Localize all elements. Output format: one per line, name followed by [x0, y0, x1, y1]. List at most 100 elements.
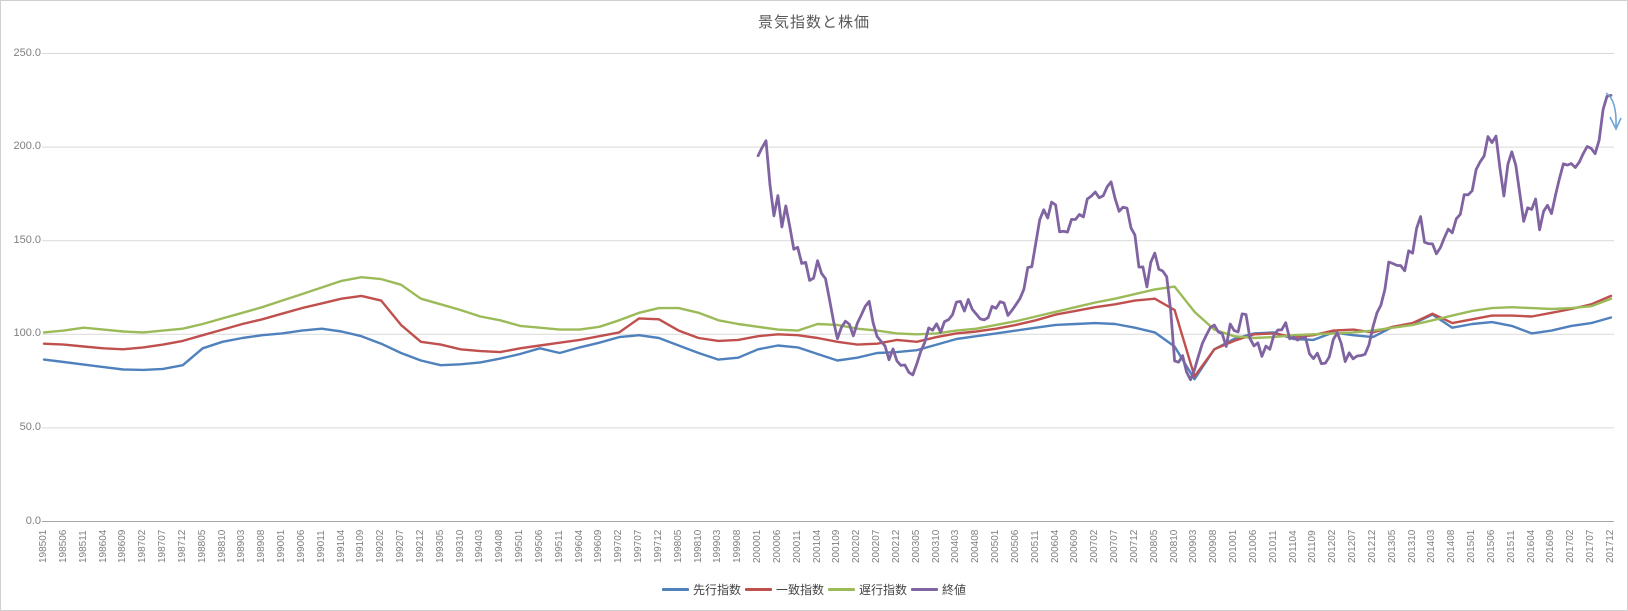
x-axis-tick-label: 201403 — [1426, 529, 1438, 563]
x-axis-tick-label: 201109 — [1307, 530, 1319, 563]
x-axis-tick-label: 199408 — [494, 529, 506, 563]
legend-item-closing-price: 終値 — [911, 581, 966, 598]
x-axis-tick-label: 199305 — [434, 529, 446, 563]
x-axis-tick-label: 199810 — [692, 529, 704, 563]
x-axis-tick-label: 198604 — [97, 529, 109, 563]
x-axis-tick-label: 200506 — [1009, 529, 1021, 563]
down-arrow-annotation — [1605, 92, 1617, 128]
x-axis-tick-label: 201202 — [1327, 529, 1339, 563]
x-axis-tick-label: 201604 — [1525, 529, 1537, 563]
x-axis-tick-label: 200403 — [950, 529, 962, 563]
x-axis-tick-label: 201011 — [1267, 530, 1279, 563]
y-axis-tick-label: 50.0 — [19, 420, 41, 433]
x-axis-tick-label: 201305 — [1386, 529, 1398, 563]
legend: 先行指数 一致指数 遅行指数 終値 — [1, 581, 1627, 598]
x-axis-tick-label: 201006 — [1247, 529, 1259, 563]
x-axis-tick-label: 200310 — [930, 529, 942, 563]
x-axis-tick-label: 201310 — [1406, 529, 1418, 563]
x-axis-tick-label: 200604 — [1049, 529, 1061, 563]
x-axis-tick-label: 201104 — [1287, 530, 1299, 563]
x-axis-tick-label: 199609 — [593, 529, 605, 563]
y-axis-tick-label: 100.0 — [13, 327, 41, 340]
x-axis-tick-label: 201707 — [1585, 529, 1597, 563]
legend-item-leading-index: 先行指数 — [661, 581, 741, 598]
legend-swatch-closing-price — [911, 588, 939, 591]
x-axis-tick-label: 200908 — [1208, 529, 1220, 563]
x-axis-tick-label: 201212 — [1366, 529, 1378, 563]
x-axis-tick-label: 199011 — [315, 530, 327, 563]
x-axis-tick-label: 198511 — [77, 530, 89, 563]
x-axis-tick-label: 200609 — [1069, 529, 1081, 563]
x-axis-tick-label: 198702 — [137, 529, 149, 563]
x-axis-tick-label: 198506 — [57, 529, 69, 563]
x-axis-tick-label: 200712 — [1128, 529, 1140, 563]
x-axis-tick-label: 198707 — [157, 529, 168, 563]
x-axis-tick-label: 201001 — [1228, 529, 1240, 563]
x-axis-tick-label: 198903 — [236, 529, 248, 563]
x-axis-tick-label: 199403 — [474, 529, 486, 563]
x-axis-tick-label: 199501 — [514, 529, 526, 563]
legend-swatch-lagging-index — [828, 588, 855, 591]
x-axis-tick-label: 200702 — [1089, 529, 1101, 563]
x-axis-tick-label: 200006 — [771, 529, 783, 563]
x-axis-tick-label: 199707 — [633, 529, 645, 563]
x-axis-tick-label: 200511 — [1029, 530, 1041, 563]
x-axis-tick-label: 200001 — [752, 529, 764, 563]
x-axis-tick-label: 199310 — [454, 529, 466, 563]
chart-title: 景気指数と株価 — [757, 14, 870, 31]
x-axis-tick-label: 201506 — [1485, 529, 1497, 563]
y-axis-tick-label: 250.0 — [13, 46, 41, 59]
x-axis-tick-label: 198805 — [196, 529, 208, 563]
x-axis-tick-label: 199506 — [533, 529, 545, 563]
x-axis-tick-label: 199006 — [295, 529, 307, 563]
x-axis-tick-label: 199212 — [414, 529, 426, 563]
down-arrow-head — [1609, 116, 1622, 131]
y-axis-tick-label: 0.0 — [25, 514, 41, 527]
x-axis-tick-label: 199702 — [613, 529, 625, 563]
x-axis-tick-label: 198712 — [176, 529, 188, 563]
legend-swatch-coincident-index — [744, 588, 772, 591]
series-line-lagging-index — [42, 276, 1613, 340]
legend-item-lagging-index: 遅行指数 — [828, 581, 907, 598]
x-axis-tick-label: 199104 — [335, 529, 347, 563]
x-axis-tick-label: 200810 — [1168, 529, 1180, 563]
x-axis-tick-label: 201609 — [1545, 529, 1557, 563]
x-axis-tick-label: 198609 — [117, 529, 129, 563]
y-axis-tick-label: 150.0 — [13, 233, 41, 246]
legend-item-coincident-index: 一致指数 — [744, 581, 824, 598]
x-axis-tick-label: 200212 — [890, 529, 902, 563]
y-axis-tick-label: 200.0 — [13, 140, 41, 153]
legend-label: 先行指数 — [692, 583, 741, 597]
legend-swatch-leading-index — [661, 588, 689, 591]
x-axis-tick-label: 201501 — [1466, 529, 1478, 563]
x-axis-tick-label: 200408 — [970, 529, 982, 563]
x-axis-tick-label: 199712 — [652, 529, 664, 563]
x-axis-tick-label: 198908 — [256, 529, 268, 563]
x-axis-tick-label: 200207 — [871, 529, 883, 563]
x-axis-tick-label: 201702 — [1565, 529, 1577, 563]
x-axis-tick-label: 200903 — [1188, 529, 1200, 563]
x-axis-tick-label: 199202 — [375, 529, 387, 563]
x-axis-tick-label: 200805 — [1148, 529, 1160, 563]
x-axis-tick-label: 199903 — [712, 529, 724, 563]
x-axis-tick-label: 199805 — [672, 529, 684, 563]
x-axis-tick-label: 198810 — [216, 529, 228, 563]
series-line-leading-index — [42, 313, 1613, 381]
x-axis-tick-label: 200305 — [910, 529, 922, 563]
x-axis-tick-label: 200109 — [831, 529, 843, 563]
x-axis-tick-label: 201408 — [1446, 529, 1458, 563]
x-axis-tick-label: 199511 — [553, 530, 565, 563]
x-axis-tick-label: 199207 — [395, 529, 407, 563]
x-axis-tick-label: 198501 — [38, 529, 49, 563]
x-axis-tick-label: 201207 — [1347, 529, 1359, 563]
x-axis-tick-label: 201712 — [1605, 529, 1616, 563]
series-line-closing-price — [756, 94, 1613, 382]
x-axis-tick-label: 200501 — [990, 529, 1002, 563]
x-axis-tick-label: 200011 — [791, 530, 803, 563]
legend-label: 一致指数 — [775, 583, 824, 597]
legend-label: 終値 — [942, 583, 967, 597]
x-axis-tick-label: 200104 — [811, 529, 823, 563]
legend-label: 遅行指数 — [859, 583, 908, 597]
